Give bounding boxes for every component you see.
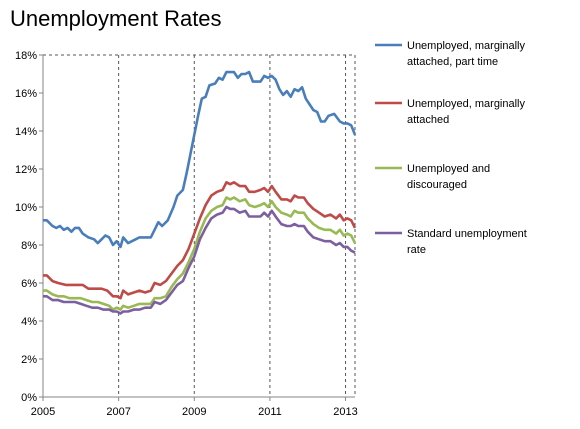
- chart-title: Unemployment Rates: [10, 6, 222, 31]
- x-tick-label: 2011: [258, 406, 282, 418]
- y-tick-label: 2%: [21, 354, 37, 366]
- y-tick-label: 14%: [15, 126, 37, 138]
- series-line: [43, 70, 357, 249]
- y-tick-label: 0%: [21, 392, 37, 404]
- legend-label: rate: [407, 244, 426, 256]
- legend-label: Unemployed, marginally: [407, 98, 525, 110]
- legend-label: attached: [407, 114, 449, 126]
- x-tick-label: 2009: [182, 406, 206, 418]
- legend-label: Unemployed and: [407, 163, 490, 175]
- y-tick-label: 4%: [21, 316, 37, 328]
- legend-label: Unemployed, marginally: [407, 40, 525, 52]
- series-line: [43, 205, 356, 315]
- y-tick-label: 12%: [15, 164, 37, 176]
- y-tick-label: 18%: [15, 50, 37, 62]
- series-line: [43, 196, 357, 311]
- y-tick-label: 8%: [21, 240, 37, 252]
- x-tick-label: 2013: [333, 406, 357, 418]
- y-tick-label: 16%: [15, 88, 37, 100]
- legend-label: Standard unemployment: [407, 228, 527, 240]
- x-tick-label: 2007: [106, 406, 130, 418]
- x-tick-label: 2005: [31, 406, 55, 418]
- legend-label: attached, part time: [407, 56, 498, 68]
- y-tick-label: 10%: [15, 202, 37, 214]
- legend-label: discouraged: [407, 179, 467, 191]
- y-tick-label: 6%: [21, 278, 37, 290]
- series-line: [43, 181, 357, 300]
